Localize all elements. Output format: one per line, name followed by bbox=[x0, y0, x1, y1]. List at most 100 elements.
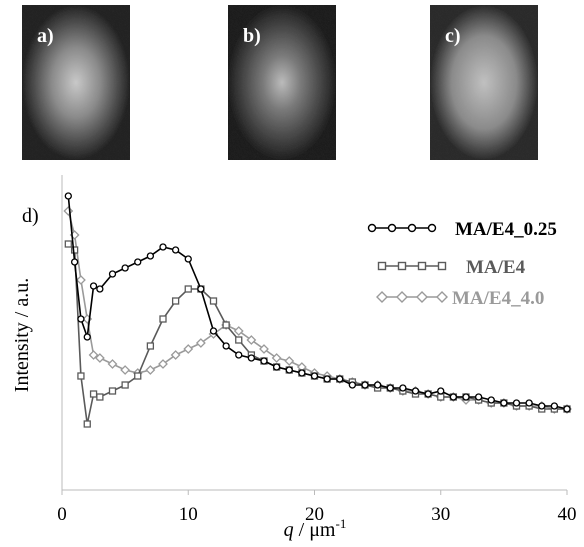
marker bbox=[246, 335, 257, 345]
panel-label: d) bbox=[22, 205, 39, 227]
marker bbox=[77, 315, 85, 323]
marker bbox=[222, 321, 230, 329]
marker bbox=[134, 372, 142, 380]
marker bbox=[233, 326, 244, 336]
marker bbox=[94, 353, 105, 363]
marker bbox=[361, 381, 369, 389]
marker bbox=[411, 387, 420, 395]
marker bbox=[222, 342, 230, 350]
marker bbox=[310, 372, 319, 380]
marker bbox=[83, 420, 91, 428]
image-b bbox=[228, 5, 336, 160]
legend-entry: MA/E4_4.0 bbox=[376, 288, 544, 309]
marker bbox=[171, 297, 180, 305]
marker bbox=[195, 338, 206, 348]
marker bbox=[120, 365, 131, 375]
marker bbox=[260, 357, 268, 365]
legend-marker bbox=[407, 223, 417, 233]
marker bbox=[259, 344, 269, 354]
marker bbox=[64, 240, 72, 248]
marker bbox=[285, 366, 293, 374]
marker bbox=[424, 390, 432, 398]
marker bbox=[209, 297, 218, 305]
marker bbox=[89, 282, 98, 290]
marker bbox=[88, 350, 99, 360]
marker bbox=[373, 381, 382, 389]
image-panels: a) b) c) bbox=[22, 5, 538, 160]
marker bbox=[323, 375, 331, 383]
legend-label: MA/E4_4.0 bbox=[452, 288, 544, 309]
marker bbox=[171, 246, 180, 254]
legend-marker bbox=[377, 261, 387, 271]
marker bbox=[121, 381, 129, 389]
marker bbox=[550, 402, 559, 410]
legend-marker bbox=[417, 261, 427, 271]
marker bbox=[474, 393, 483, 401]
marker bbox=[235, 336, 243, 344]
marker bbox=[64, 192, 72, 200]
x-tick-label: 30 bbox=[431, 504, 450, 525]
marker bbox=[538, 402, 546, 410]
legend-marker bbox=[397, 261, 407, 271]
x-label-symbol: q bbox=[284, 519, 294, 541]
marker bbox=[108, 387, 117, 395]
marker bbox=[184, 255, 192, 263]
marker bbox=[89, 390, 98, 398]
marker bbox=[159, 243, 167, 251]
legend-marker bbox=[396, 291, 408, 303]
marker bbox=[512, 399, 521, 407]
marker bbox=[437, 387, 445, 395]
panel-label: b) bbox=[243, 25, 261, 47]
x-tick-label: 20 bbox=[305, 504, 324, 525]
marker bbox=[146, 342, 155, 350]
marker bbox=[271, 353, 282, 363]
marker bbox=[96, 285, 104, 293]
image-a bbox=[22, 5, 130, 160]
marker bbox=[63, 206, 74, 216]
marker bbox=[298, 369, 306, 377]
marker bbox=[107, 359, 118, 369]
series bbox=[64, 192, 571, 413]
legend-marker bbox=[437, 261, 447, 271]
legend-marker bbox=[387, 223, 397, 233]
marker bbox=[284, 356, 295, 366]
marker bbox=[500, 399, 508, 407]
legend-marker bbox=[367, 223, 377, 233]
legend-label: MA/E4 bbox=[466, 257, 526, 278]
marker bbox=[437, 393, 445, 401]
marker bbox=[183, 344, 194, 354]
marker bbox=[235, 351, 243, 359]
legend-label: MA/E4_0.25 bbox=[455, 219, 557, 240]
marker bbox=[272, 363, 281, 371]
marker bbox=[348, 381, 357, 389]
marker bbox=[70, 246, 79, 254]
marker bbox=[247, 354, 256, 362]
panel-label: a) bbox=[37, 25, 54, 47]
legend-marker bbox=[436, 291, 448, 303]
panel-label: c) bbox=[445, 25, 461, 47]
marker bbox=[145, 365, 156, 375]
legend-marker bbox=[427, 223, 437, 233]
marker bbox=[108, 270, 117, 278]
marker bbox=[96, 393, 104, 401]
x-label-exponent: -1 bbox=[336, 516, 347, 531]
y-axis-label: Intensity / a.u. bbox=[11, 278, 33, 392]
marker bbox=[158, 359, 168, 369]
marker bbox=[83, 333, 91, 341]
marker bbox=[77, 372, 85, 380]
legend-entry: MA/E4 bbox=[377, 257, 526, 278]
marker bbox=[197, 285, 205, 293]
marker bbox=[70, 258, 79, 266]
x-tick-label: 40 bbox=[558, 504, 577, 525]
image-c bbox=[430, 5, 538, 160]
marker bbox=[525, 399, 533, 407]
marker bbox=[146, 252, 155, 260]
marker bbox=[134, 258, 142, 266]
legend-marker bbox=[376, 291, 388, 303]
legend-marker bbox=[416, 291, 428, 303]
marker bbox=[563, 405, 571, 413]
marker bbox=[184, 285, 192, 293]
marker bbox=[399, 384, 407, 392]
marker bbox=[209, 327, 218, 335]
x-tick-label: 10 bbox=[179, 504, 198, 525]
